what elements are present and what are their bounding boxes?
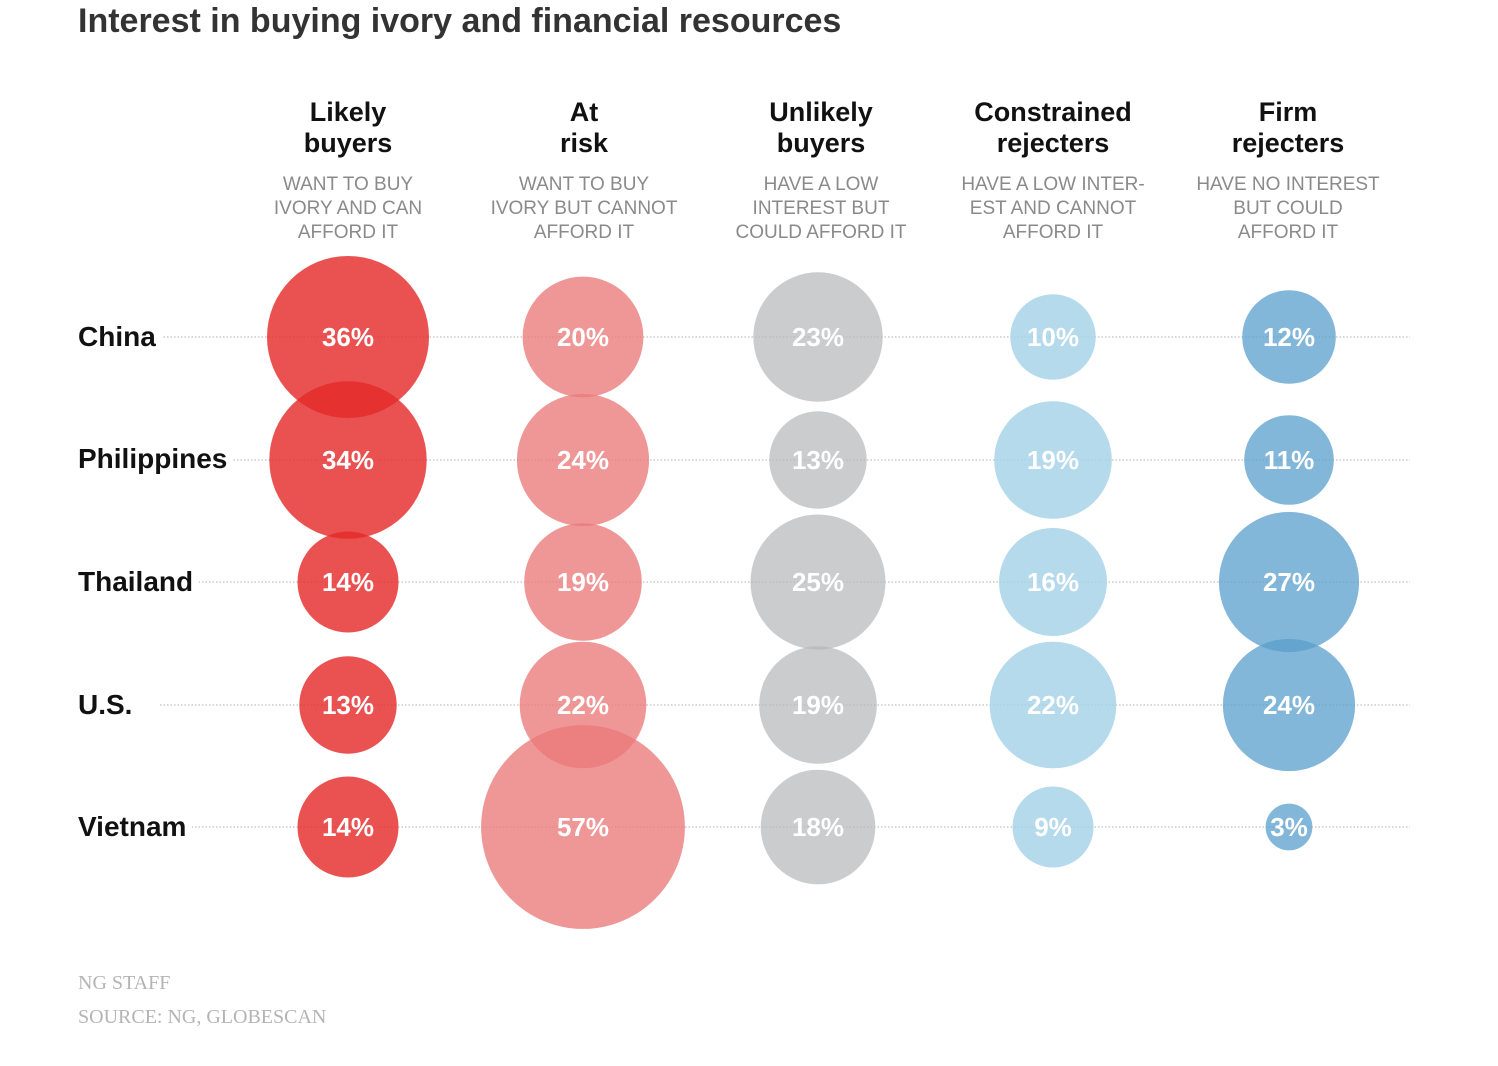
bubble-us-constrained-rejecters xyxy=(989,641,1117,769)
column-description: WANT TO BUY IVORY BUT CANNOT AFFORD IT xyxy=(466,173,702,245)
bubble-philippines-unlikely-buyers xyxy=(769,411,867,509)
value-label-us-firm-rejecters: 24% xyxy=(1263,690,1315,720)
column-name-line1: Unlikely xyxy=(769,97,873,127)
value-label-us-constrained-rejecters: 22% xyxy=(1027,690,1079,720)
column-name-line2: rejecters xyxy=(996,128,1110,158)
value-label-china-likely-buyers: 36% xyxy=(322,322,374,352)
value-label-us-at-risk: 22% xyxy=(557,690,609,720)
value-label-thailand-likely-buyers: 14% xyxy=(322,567,374,597)
value-label-vietnam-firm-rejecters: 3% xyxy=(1270,812,1308,842)
column-desc-line3: AFFORD IT xyxy=(1237,222,1339,243)
value-label-china-unlikely-buyers: 23% xyxy=(792,322,844,352)
value-label-us-unlikely-buyers: 19% xyxy=(792,690,844,720)
value-label-us-likely-buyers: 13% xyxy=(322,690,374,720)
column-desc-line3: AFFORD IT xyxy=(297,222,399,243)
column-name-line1: Likely xyxy=(309,97,387,127)
column-name-line2: buyers xyxy=(303,128,393,158)
column-desc-line2: EST AND CANNOT xyxy=(969,198,1137,219)
column-desc-line3: COULD AFFORD IT xyxy=(735,222,907,243)
column-desc-line1: HAVE NO INTEREST xyxy=(1196,174,1380,195)
column-desc-line3: AFFORD IT xyxy=(1002,222,1104,243)
bubble-thailand-unlikely-buyers xyxy=(750,514,886,650)
row-label-china: China xyxy=(78,320,162,354)
bubble-philippines-constrained-rejecters xyxy=(994,401,1112,519)
column-description: HAVE A LOW INTEREST BUT COULD AFFORD IT xyxy=(703,173,939,245)
value-label-philippines-likely-buyers: 34% xyxy=(322,445,374,475)
bubble-philippines-at-risk xyxy=(516,393,650,527)
chart-title: Interest in buying ivory and financial r… xyxy=(78,2,842,40)
column-desc-line2: IVORY AND CAN xyxy=(273,198,423,219)
row-label-thailand: Thailand xyxy=(78,565,200,599)
bubble-china-unlikely-buyers xyxy=(753,272,883,402)
column-desc-line2: BUT COULD xyxy=(1233,198,1343,219)
value-label-vietnam-likely-buyers: 14% xyxy=(322,812,374,842)
column-desc-line1: WANT TO BUY xyxy=(518,174,650,195)
value-label-china-firm-rejecters: 12% xyxy=(1263,322,1315,352)
bubble-china-firm-rejecters xyxy=(1242,290,1336,384)
column-desc-line1: HAVE A LOW xyxy=(763,174,879,195)
bubble-vietnam-unlikely-buyers xyxy=(760,769,876,885)
value-label-china-at-risk: 20% xyxy=(557,322,609,352)
column-desc-line2: INTEREST BUT xyxy=(752,198,890,219)
column-description: HAVE A LOW INTER- EST AND CANNOT AFFORD … xyxy=(935,173,1171,245)
column-desc-line2: IVORY BUT CANNOT xyxy=(490,198,678,219)
bubble-thailand-firm-rejecters xyxy=(1218,511,1360,653)
bubble-philippines-likely-buyers xyxy=(269,381,427,539)
column-name-line2: rejecters xyxy=(1231,128,1345,158)
column-name-line1: At xyxy=(569,97,599,127)
bubble-thailand-at-risk xyxy=(524,523,642,641)
value-label-philippines-firm-rejecters: 11% xyxy=(1264,445,1315,475)
credit-staff: NG STAFF xyxy=(78,972,171,994)
value-label-philippines-unlikely-buyers: 13% xyxy=(792,445,844,475)
bubble-thailand-constrained-rejecters xyxy=(999,528,1107,636)
credit-source: SOURCE: NG, GLOBESCAN xyxy=(78,1006,327,1028)
row-label-vietnam: Vietnam xyxy=(78,810,193,844)
value-label-vietnam-at-risk: 57% xyxy=(557,812,609,842)
value-label-china-constrained-rejecters: 10% xyxy=(1027,322,1079,352)
bubble-thailand-likely-buyers xyxy=(297,531,399,633)
column-name-line1: Constrained xyxy=(974,97,1132,127)
bubble-china-constrained-rejecters xyxy=(1010,294,1096,380)
row-label-us: U.S. xyxy=(78,688,139,722)
bubble-us-likely-buyers xyxy=(299,656,397,754)
bubble-vietnam-constrained-rejecters xyxy=(1012,786,1094,868)
value-label-vietnam-constrained-rejecters: 9% xyxy=(1034,812,1072,842)
bubble-china-at-risk xyxy=(522,276,644,398)
bubble-philippines-firm-rejecters xyxy=(1244,415,1334,505)
value-label-thailand-constrained-rejecters: 16% xyxy=(1027,567,1079,597)
column-description: WANT TO BUY IVORY AND CAN AFFORD IT xyxy=(230,173,466,245)
value-label-philippines-at-risk: 24% xyxy=(557,445,609,475)
column-name-line2: buyers xyxy=(776,128,866,158)
bubble-vietnam-firm-rejecters xyxy=(1265,803,1313,851)
column-header-likely-buyers: Likely buyers WANT TO BUY IVORY AND CAN … xyxy=(230,97,466,245)
row-label-philippines: Philippines xyxy=(78,442,234,476)
column-header-constrained-rejecters: Constrained rejecters HAVE A LOW INTER- … xyxy=(935,97,1171,245)
column-header-firm-rejecters: Firm rejecters HAVE NO INTEREST BUT COUL… xyxy=(1170,97,1406,245)
bubble-china-likely-buyers xyxy=(267,256,429,418)
bubble-us-firm-rejecters xyxy=(1222,638,1356,772)
column-desc-line1: WANT TO BUY xyxy=(282,174,414,195)
column-header-at-risk: At risk WANT TO BUY IVORY BUT CANNOT AFF… xyxy=(466,97,702,245)
bubble-vietnam-likely-buyers xyxy=(297,776,399,878)
value-label-thailand-at-risk: 19% xyxy=(557,567,609,597)
column-desc-line3: AFFORD IT xyxy=(533,222,635,243)
value-label-thailand-firm-rejecters: 27% xyxy=(1263,567,1315,597)
column-header-unlikely-buyers: Unlikely buyers HAVE A LOW INTEREST BUT … xyxy=(703,97,939,245)
column-desc-line1: HAVE A LOW INTER- xyxy=(961,174,1145,195)
column-description: HAVE NO INTEREST BUT COULD AFFORD IT xyxy=(1170,173,1406,245)
bubble-vietnam-at-risk xyxy=(481,725,685,929)
column-name-line2: risk xyxy=(559,128,609,158)
value-label-thailand-unlikely-buyers: 25% xyxy=(792,567,844,597)
column-name-line1: Firm xyxy=(1258,97,1318,127)
value-label-philippines-constrained-rejecters: 19% xyxy=(1027,445,1079,475)
bubble-us-unlikely-buyers xyxy=(759,646,877,764)
value-label-vietnam-unlikely-buyers: 18% xyxy=(792,812,844,842)
